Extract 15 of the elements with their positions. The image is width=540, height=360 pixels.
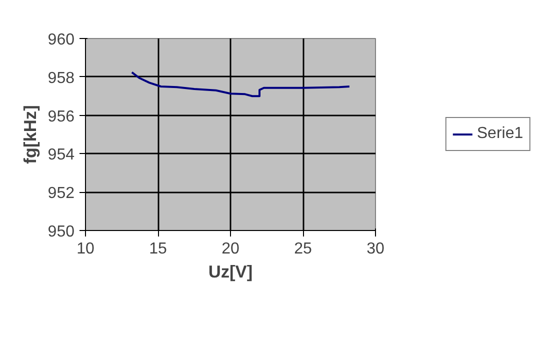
y-tick-label: 960 <box>48 32 75 48</box>
x-tick-label: 15 <box>149 240 167 258</box>
x-tick-label: 25 <box>294 240 312 258</box>
line-series <box>130 71 350 98</box>
x-tick-label: 20 <box>222 240 240 258</box>
y-tick-label: 956 <box>48 108 75 126</box>
y-tick-label: 954 <box>48 146 75 164</box>
x-axis-title: Uz[V] <box>208 262 253 282</box>
y-tick-label: 952 <box>48 185 75 202</box>
y-axis-title: fg[kHz] <box>20 105 40 164</box>
y-tick-label: 958 <box>48 70 75 87</box>
x-tick-label: 30 <box>366 240 384 258</box>
x-tick-label: 10 <box>76 240 94 258</box>
legend-label: Serie1 <box>476 125 524 143</box>
y-tick-label: 950 <box>48 224 75 240</box>
